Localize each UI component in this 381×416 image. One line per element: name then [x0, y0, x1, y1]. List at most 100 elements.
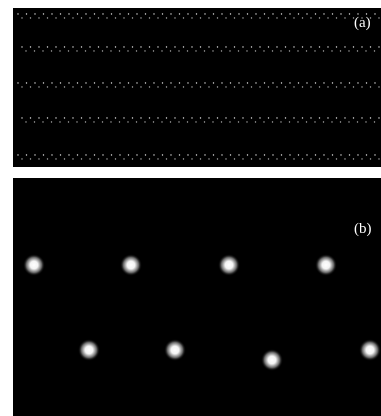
dot [370, 86, 371, 87]
dot [76, 50, 77, 51]
dot [238, 13, 239, 14]
dot [251, 17, 252, 18]
dot [378, 17, 379, 18]
dot [302, 46, 303, 47]
dot [310, 46, 311, 47]
dot [30, 17, 31, 18]
dot [98, 117, 99, 118]
dot [349, 13, 350, 14]
dot [111, 13, 112, 14]
dot [68, 13, 69, 14]
dot [314, 121, 315, 122]
dot [77, 82, 78, 83]
dot [357, 50, 358, 51]
dot [162, 82, 163, 83]
dot [89, 46, 90, 47]
dot [315, 82, 316, 83]
dot [374, 13, 375, 14]
dot [178, 50, 179, 51]
dot [30, 46, 31, 47]
dot [336, 46, 337, 47]
dot [72, 17, 73, 18]
dot [64, 86, 65, 87]
dot [259, 158, 260, 159]
dot [238, 50, 239, 51]
dot [149, 86, 150, 87]
dot [315, 154, 316, 155]
dot [157, 86, 158, 87]
dot [47, 158, 48, 159]
dot [25, 121, 26, 122]
dot [230, 154, 231, 155]
dot [255, 154, 256, 155]
panel-label: (b) [354, 221, 372, 237]
dot [221, 50, 222, 51]
dot [319, 86, 320, 87]
dot [285, 17, 286, 18]
dot [111, 154, 112, 155]
dot [111, 82, 112, 83]
dot [89, 158, 90, 159]
dot [102, 121, 103, 122]
dot [119, 13, 120, 14]
dot [93, 121, 94, 122]
dot [153, 154, 154, 155]
dot [123, 117, 124, 118]
dot [217, 117, 218, 118]
dot [170, 154, 171, 155]
dot [123, 46, 124, 47]
dot [357, 121, 358, 122]
dot [225, 46, 226, 47]
dot [289, 121, 290, 122]
dot [43, 82, 44, 83]
dot [183, 17, 184, 18]
dot [179, 154, 180, 155]
dot [77, 154, 78, 155]
dot [200, 117, 201, 118]
dot [285, 158, 286, 159]
dot [272, 154, 273, 155]
dot [289, 13, 290, 14]
dot [47, 117, 48, 118]
dot [25, 50, 26, 51]
dot [361, 46, 362, 47]
dot [374, 154, 375, 155]
dot [276, 117, 277, 118]
dot [38, 158, 39, 159]
dot [51, 50, 52, 51]
dot [306, 121, 307, 122]
dot [263, 121, 264, 122]
dot [149, 46, 150, 47]
dot [255, 13, 256, 14]
dot [327, 158, 328, 159]
panel-a [13, 8, 381, 167]
dot [98, 17, 99, 18]
dot [170, 121, 171, 122]
panel-b [13, 178, 381, 416]
dot [132, 86, 133, 87]
dot [26, 82, 27, 83]
dot [268, 46, 269, 47]
dot [255, 82, 256, 83]
dot [302, 158, 303, 159]
dot [17, 154, 18, 155]
dot [293, 117, 294, 118]
dot [204, 121, 205, 122]
dot [348, 50, 349, 51]
dot [370, 117, 371, 118]
dot [361, 86, 362, 87]
dot [263, 50, 264, 51]
dot [242, 17, 243, 18]
dot [140, 117, 141, 118]
dot [64, 117, 65, 118]
dot [166, 17, 167, 18]
dot [302, 17, 303, 18]
dot [353, 158, 354, 159]
dot [123, 86, 124, 87]
dot [327, 46, 328, 47]
dot [272, 121, 273, 122]
spot [261, 349, 283, 371]
dot [191, 17, 192, 18]
dot [51, 154, 52, 155]
dot [259, 46, 260, 47]
